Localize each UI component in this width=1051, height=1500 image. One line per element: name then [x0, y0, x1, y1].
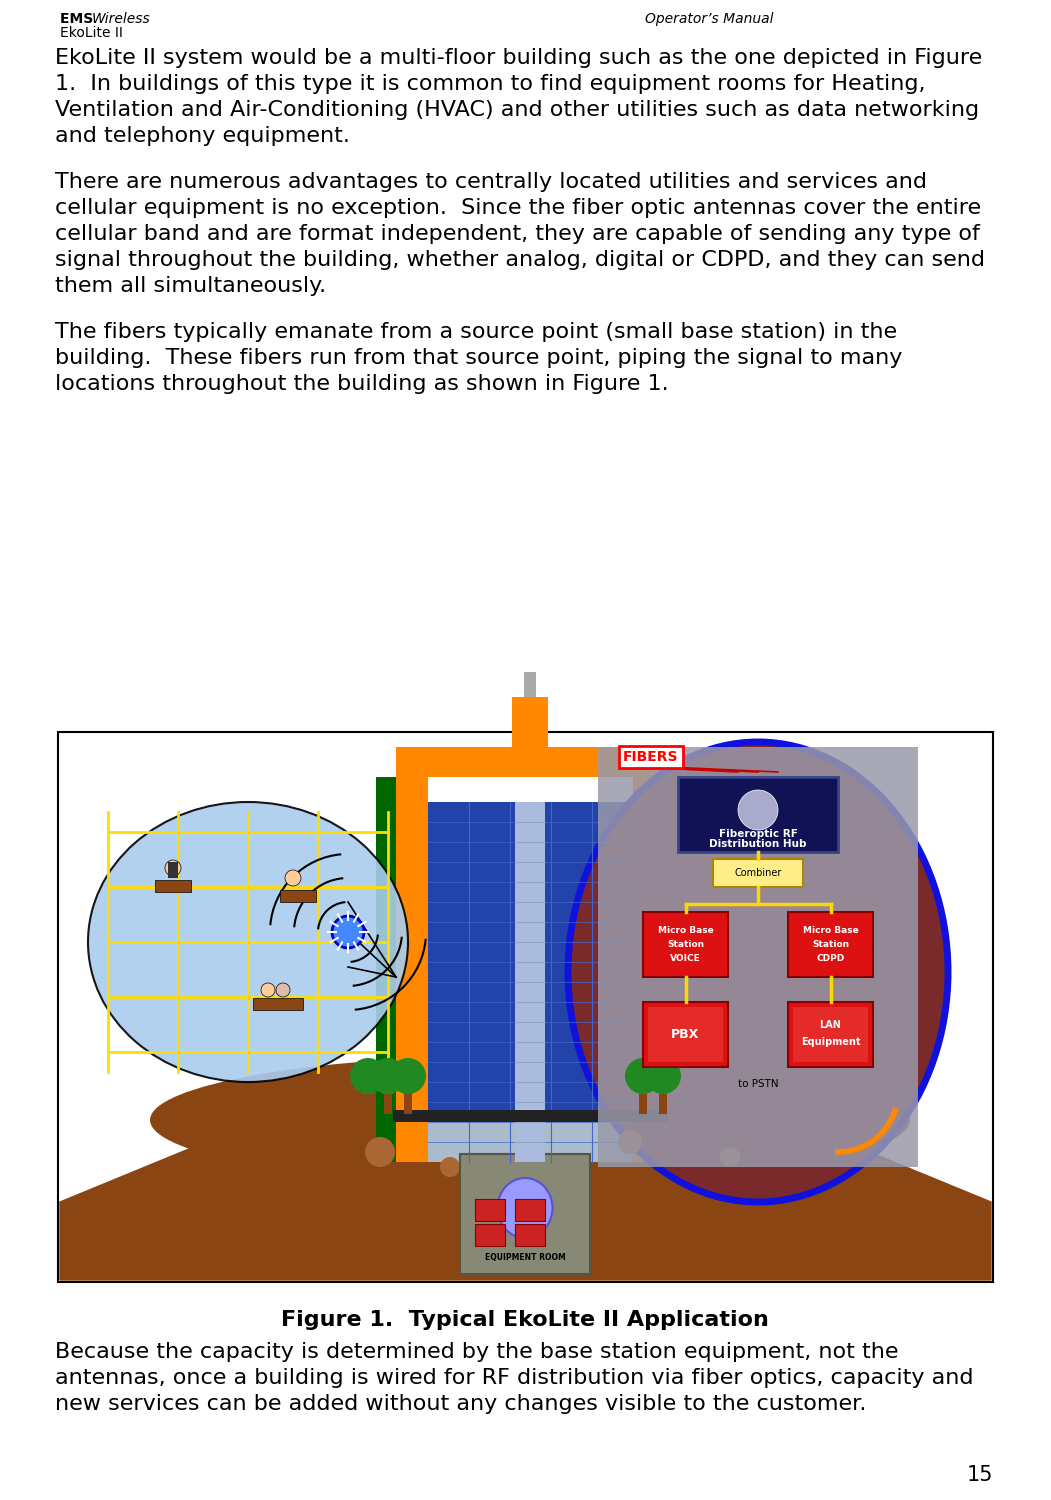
Bar	[168, 862, 178, 877]
Text: EMS: EMS	[60, 12, 98, 26]
Circle shape	[370, 1058, 406, 1094]
Text: The fibers typically emanate from a source point (small base station) in the: The fibers typically emanate from a sour…	[55, 322, 898, 342]
Bar	[383, 1089, 393, 1094]
Circle shape	[165, 859, 181, 876]
Bar	[788, 1002, 873, 1066]
Text: CDPD: CDPD	[817, 954, 845, 963]
Text: EkoLite II system would be a multi-floor building such as the one depicted in Fi: EkoLite II system would be a multi-floor…	[55, 48, 983, 68]
Text: Fiberoptic RF: Fiberoptic RF	[719, 830, 798, 839]
Bar	[404, 1094, 412, 1114]
Bar	[598, 747, 918, 1167]
Text: 1.  In buildings of this type it is common to find equipment rooms for Heating,: 1. In buildings of this type it is commo…	[55, 74, 926, 94]
Bar	[713, 859, 803, 886]
Bar	[633, 777, 665, 1162]
Circle shape	[720, 1148, 740, 1167]
Bar	[428, 1120, 633, 1162]
Bar	[665, 777, 685, 1162]
Text: Micro Base: Micro Base	[658, 926, 714, 934]
Text: 15: 15	[967, 1466, 993, 1485]
Ellipse shape	[150, 1054, 910, 1185]
Ellipse shape	[497, 1178, 553, 1238]
Ellipse shape	[88, 802, 408, 1082]
Bar	[393, 1110, 668, 1122]
Circle shape	[440, 1156, 460, 1178]
Text: There are numerous advantages to centrally located utilities and services and: There are numerous advantages to central…	[55, 172, 927, 192]
Text: antennas, once a building is wired for RF distribution via fiber optics, capacit: antennas, once a building is wired for R…	[55, 1368, 973, 1388]
Text: cellular band and are format independent, they are capable of sending any type o: cellular band and are format independent…	[55, 224, 980, 245]
Bar	[515, 1198, 545, 1221]
Text: new services can be added without any changes visible to the customer.: new services can be added without any ch…	[55, 1394, 866, 1414]
Text: Distribution Hub: Distribution Hub	[709, 839, 807, 849]
Text: Figure 1.  Typical EkoLite II Application: Figure 1. Typical EkoLite II Application	[281, 1310, 769, 1330]
Bar	[515, 802, 545, 1162]
Bar	[58, 732, 993, 1282]
Text: PBX: PBX	[672, 1028, 700, 1041]
Text: to PSTN: to PSTN	[738, 1078, 779, 1089]
Text: Combiner: Combiner	[735, 868, 782, 877]
Bar	[403, 1089, 413, 1094]
Bar	[512, 698, 548, 747]
Text: LAN: LAN	[820, 1020, 842, 1029]
Text: Wireless: Wireless	[92, 12, 150, 26]
Bar	[253, 998, 303, 1010]
Circle shape	[276, 982, 290, 998]
Bar	[384, 1094, 392, 1114]
Text: Operator’s Manual: Operator’s Manual	[645, 12, 774, 26]
Text: FIBERS: FIBERS	[623, 750, 679, 764]
Text: Station: Station	[812, 940, 849, 950]
Bar	[678, 777, 838, 852]
Ellipse shape	[568, 742, 948, 1202]
Text: EQUIPMENT ROOM: EQUIPMENT ROOM	[485, 1252, 565, 1262]
Bar	[460, 1154, 590, 1274]
Text: Micro Base: Micro Base	[803, 926, 859, 934]
Bar	[280, 890, 316, 902]
Bar	[475, 1224, 504, 1246]
Text: and telephony equipment.: and telephony equipment.	[55, 126, 350, 146]
Circle shape	[618, 1130, 642, 1154]
Circle shape	[625, 1058, 661, 1094]
Bar	[475, 1198, 504, 1221]
Polygon shape	[60, 1120, 991, 1280]
Text: .: .	[760, 1310, 768, 1330]
Text: building.  These fibers run from that source point, piping the signal to many: building. These fibers run from that sou…	[55, 348, 903, 368]
Text: EkoLite II: EkoLite II	[60, 26, 123, 40]
Circle shape	[261, 982, 275, 998]
Text: signal throughout the building, whether analog, digital or CDPD, and they can se: signal throughout the building, whether …	[55, 251, 985, 270]
Bar	[396, 777, 428, 1162]
Bar	[524, 672, 536, 698]
Circle shape	[390, 1058, 426, 1094]
Bar	[794, 1007, 868, 1062]
Text: Because the capacity is determined by the base station equipment, not the: Because the capacity is determined by th…	[55, 1342, 899, 1362]
Text: them all simultaneously.: them all simultaneously.	[55, 276, 326, 296]
Bar	[364, 1094, 372, 1114]
Bar	[638, 1089, 648, 1094]
Text: Station: Station	[667, 940, 704, 950]
Text: VOICE: VOICE	[671, 954, 701, 963]
Text: Equipment: Equipment	[801, 1038, 861, 1047]
Text: cellular equipment is no exception.  Since the fiber optic antennas cover the en: cellular equipment is no exception. Sinc…	[55, 198, 982, 217]
Bar	[643, 912, 728, 976]
Bar	[659, 1094, 667, 1114]
Bar	[658, 1089, 668, 1094]
Circle shape	[350, 1058, 386, 1094]
Bar	[515, 1224, 545, 1246]
Circle shape	[738, 790, 778, 830]
Bar	[363, 1089, 373, 1094]
Bar	[428, 802, 633, 1162]
Bar	[643, 1002, 728, 1066]
Circle shape	[365, 1137, 395, 1167]
Text: locations throughout the building as shown in Figure 1.: locations throughout the building as sho…	[55, 374, 668, 394]
Circle shape	[285, 870, 301, 886]
Bar	[648, 1007, 723, 1062]
Bar	[376, 777, 396, 1162]
Bar	[154, 880, 191, 892]
Bar	[788, 912, 873, 976]
Text: Ventilation and Air-Conditioning (HVAC) and other utilities such as data network: Ventilation and Air-Conditioning (HVAC) …	[55, 100, 980, 120]
Bar	[639, 1094, 647, 1114]
Circle shape	[645, 1058, 681, 1094]
Bar	[396, 747, 665, 777]
Circle shape	[332, 916, 364, 948]
